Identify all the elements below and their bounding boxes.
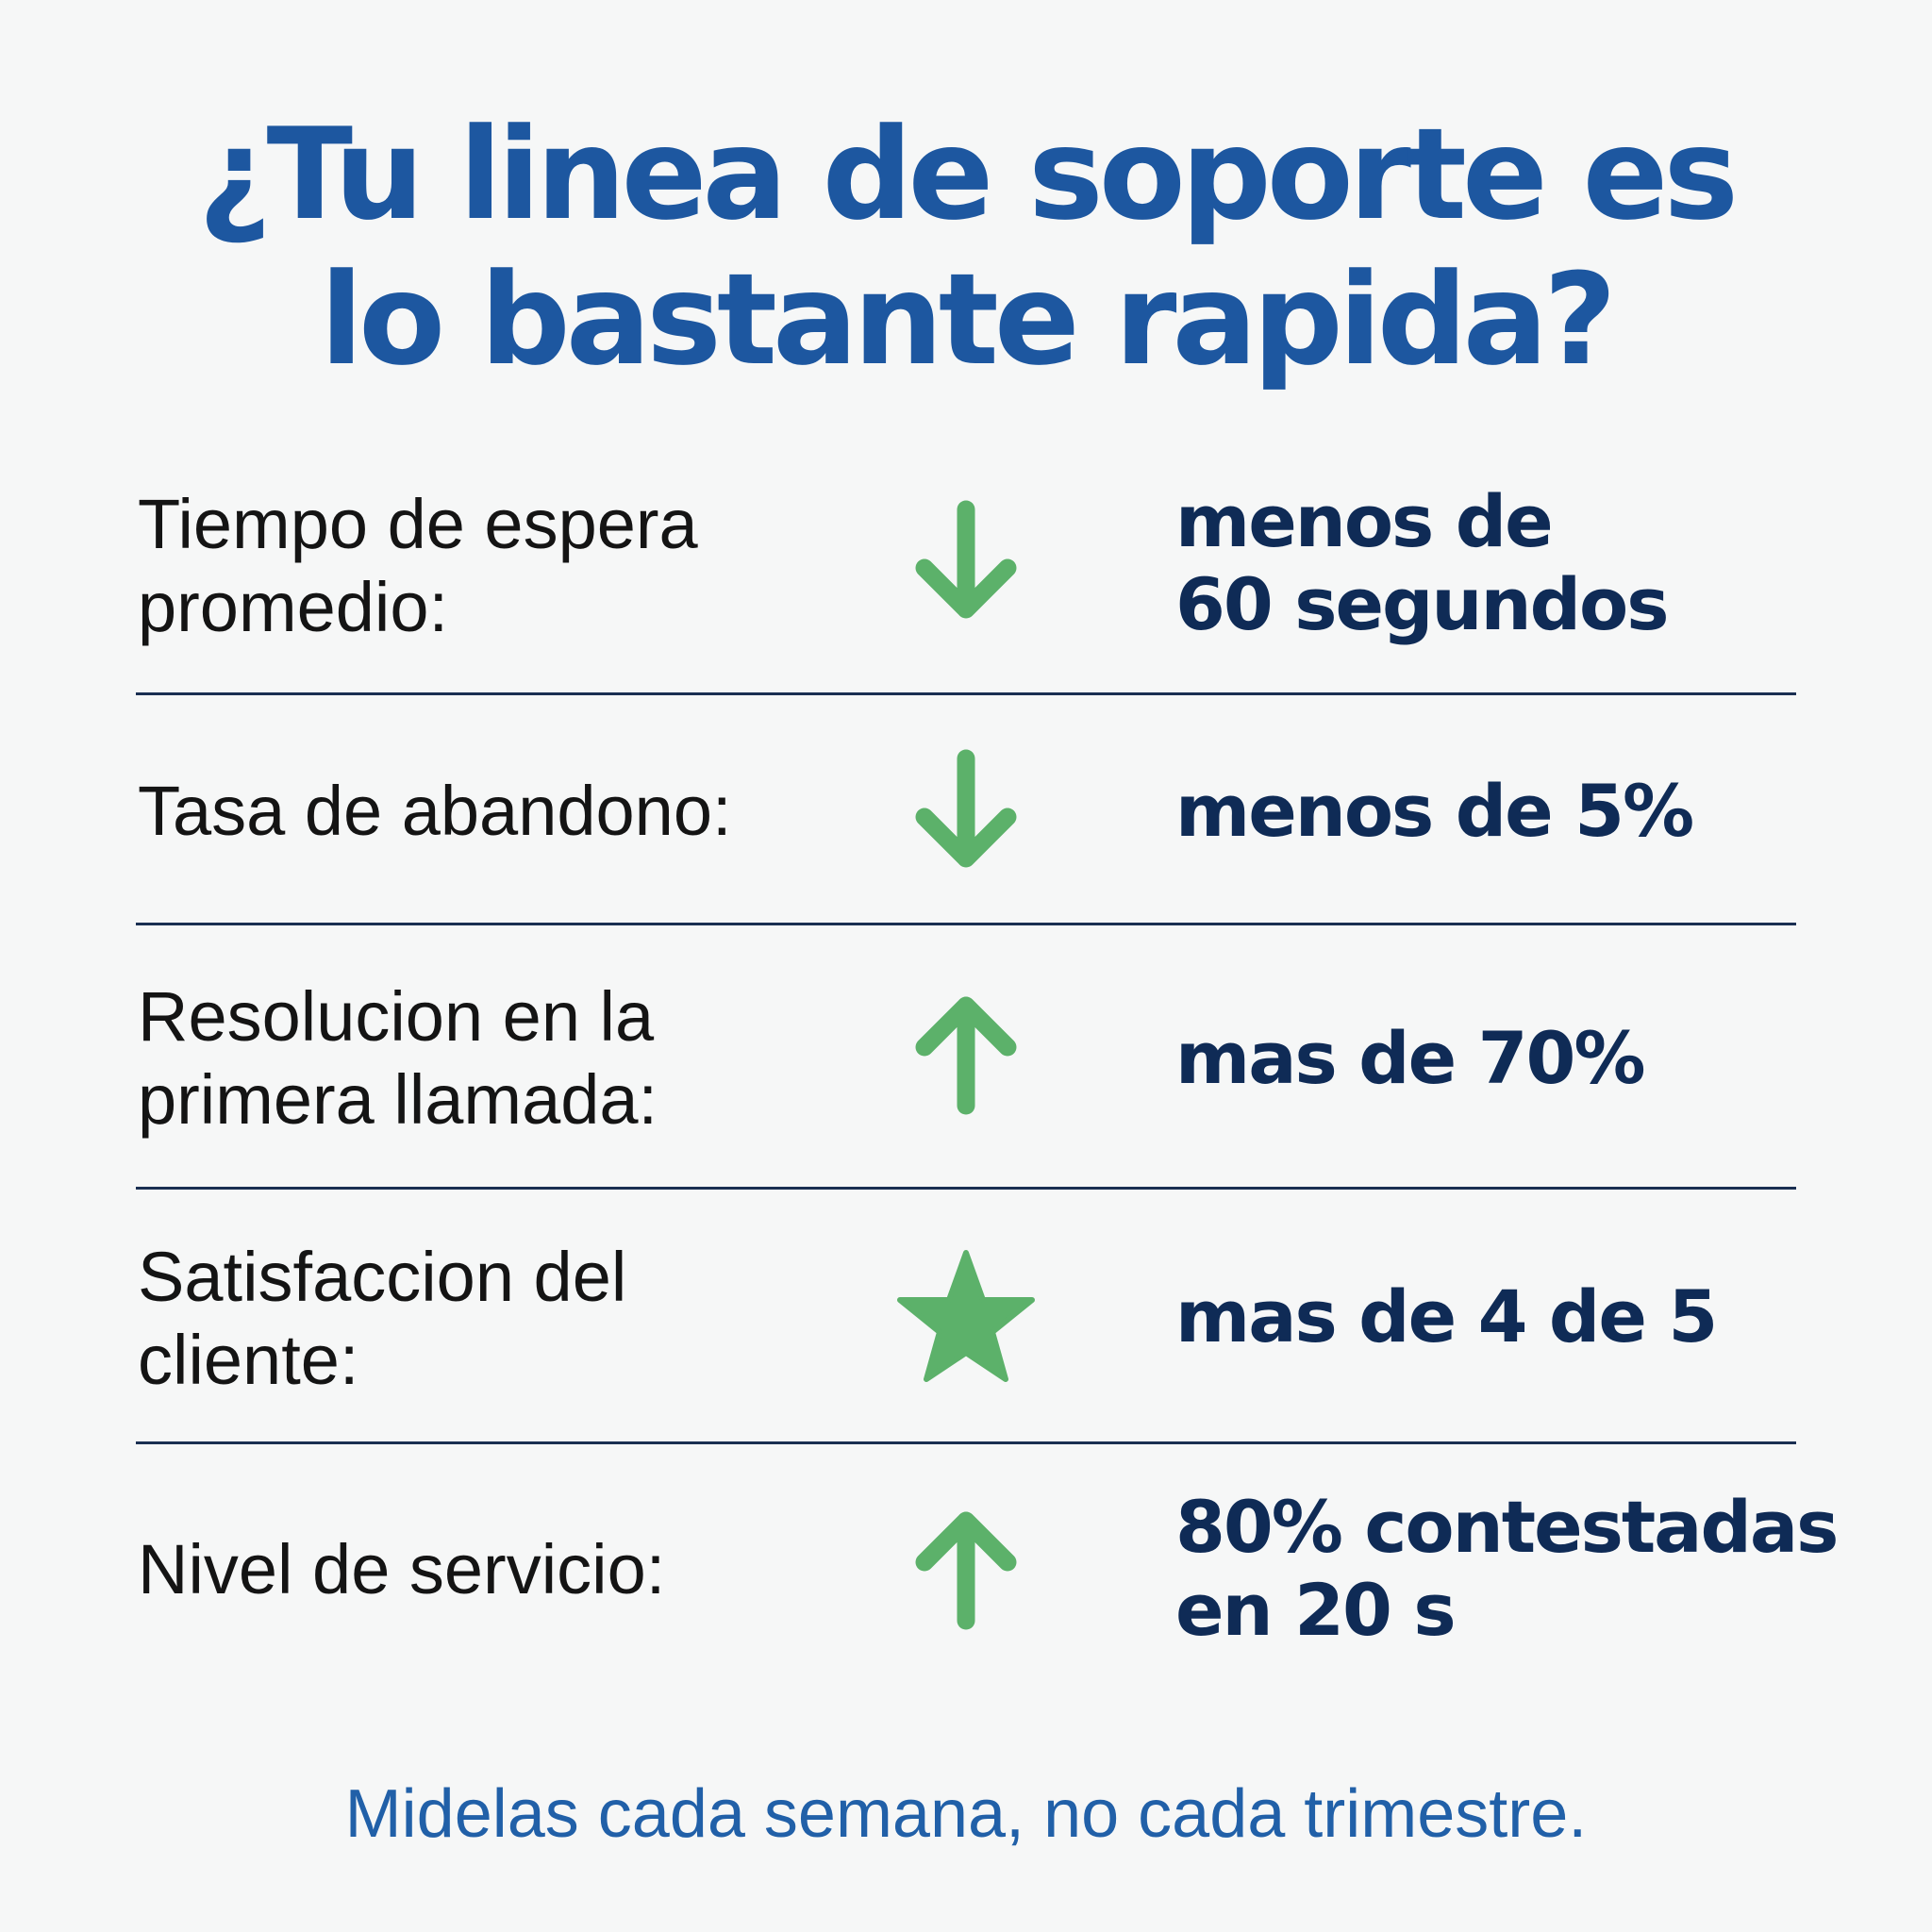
metric-label-line-1: Tasa de abandono: xyxy=(138,772,732,850)
arrow-up-icon xyxy=(908,1509,1024,1632)
page-title: ¿Tu linea de soporte es lo bastante rapi… xyxy=(0,102,1932,392)
metric-label-line-1: Tiempo de espera xyxy=(138,485,698,563)
metric-value-line-1: menos de 5% xyxy=(1175,769,1694,853)
metric-label: Tasa de abandono: xyxy=(138,770,892,853)
page-title-line-1: ¿Tu linea de soporte es xyxy=(197,101,1739,248)
page-title-line-2: lo bastante rapida? xyxy=(320,246,1617,393)
metric-label-line-2: primera llamada: xyxy=(138,1060,658,1139)
metric-label-line-1: Resolucion en la xyxy=(138,977,655,1056)
row-divider xyxy=(136,923,1796,925)
footer-tagline: Midelas cada semana, no cada trimestre. xyxy=(344,1776,1588,1852)
metric-label: Nivel de servicio: xyxy=(138,1528,892,1611)
metric-label: Tiempo de espera promedio: xyxy=(138,483,892,649)
metric-value-line-2: 60 segundos xyxy=(1175,562,1669,646)
row-divider xyxy=(136,1441,1796,1444)
metric-value-line-1: 80% contestadas xyxy=(1175,1485,1839,1569)
row-divider xyxy=(136,1187,1796,1190)
metric-value: mas de 4 de 5 xyxy=(1175,1275,1930,1358)
metric-value-line-1: menos de xyxy=(1175,479,1554,563)
arrow-up-icon xyxy=(908,994,1024,1117)
arrow-down-icon xyxy=(908,498,1024,621)
metric-value: menos de 5% xyxy=(1175,770,1930,853)
metric-value-line-1: mas de 4 de 5 xyxy=(1175,1274,1718,1358)
metric-value-line-1: mas de 70% xyxy=(1175,1016,1646,1100)
arrow-down-icon xyxy=(908,747,1024,870)
star-icon xyxy=(896,1247,1036,1383)
metric-label-line-2: promedio: xyxy=(138,568,449,646)
metric-value-line-2: en 20 s xyxy=(1175,1568,1457,1652)
metric-label-line-1: Satisfaccion del xyxy=(138,1238,627,1316)
metric-value: 80% contestadas en 20 s xyxy=(1175,1486,1930,1652)
metric-value: menos de 60 segundos xyxy=(1175,480,1930,646)
metric-label-line-1: Nivel de servicio: xyxy=(138,1530,666,1608)
metric-label: Resolucion en la primera llamada: xyxy=(138,975,892,1141)
metric-label-line-2: cliente: xyxy=(138,1321,359,1399)
metric-value: mas de 70% xyxy=(1175,1017,1930,1100)
row-divider xyxy=(136,692,1796,695)
metric-label: Satisfaccion del cliente: xyxy=(138,1236,892,1402)
